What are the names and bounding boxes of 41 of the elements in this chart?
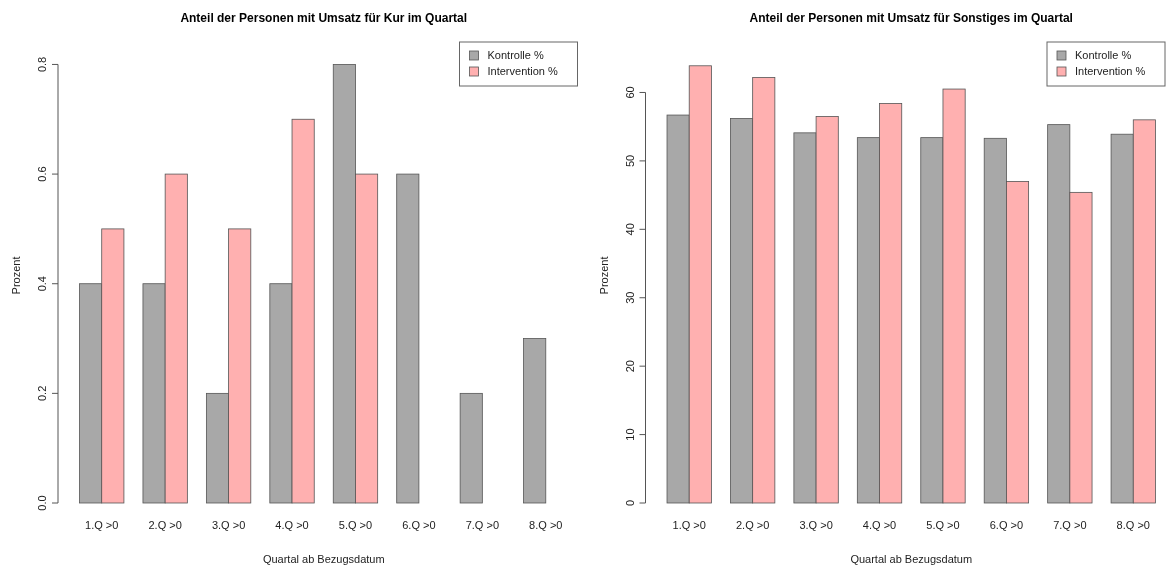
y-tick-label: 0.8 [36, 56, 48, 73]
legend-label: Intervention % [487, 65, 559, 77]
bar [459, 392, 483, 504]
y-tick-label: 60 [623, 86, 636, 99]
y-tick-label: 0 [623, 499, 636, 507]
legend-label: Intervention % [1075, 65, 1146, 77]
x-axis-title: Quartal ab Bezugsdatum [850, 553, 973, 565]
x-tick-label: 5.Q >0 [926, 519, 960, 531]
x-tick-label: 8.Q >0 [529, 519, 563, 531]
x-tick-label: 5.Q >0 [338, 519, 373, 531]
y-axis-title: Prozent [597, 256, 610, 295]
y-tick-label: 0.0 [36, 495, 48, 511]
bar [396, 173, 420, 504]
legend-label: Kontrolle % [487, 49, 544, 61]
y-tick-label: 30 [623, 291, 636, 304]
y-axis-title: Prozent [10, 256, 22, 295]
x-tick-label: 7.Q >0 [465, 519, 500, 531]
x-tick-label: 4.Q >0 [275, 519, 309, 531]
y-tick-label: 0.2 [36, 385, 48, 402]
x-tick-label: 4.Q >0 [862, 519, 897, 531]
x-tick-label: 1.Q >0 [85, 519, 119, 531]
y-tick-label: 40 [623, 223, 636, 236]
x-tick-label: 1.Q >0 [672, 519, 706, 531]
y-tick-label: 20 [623, 360, 636, 373]
y-tick-label: 0.4 [36, 276, 48, 292]
x-tick-label: 7.Q >0 [1053, 519, 1087, 531]
x-tick-label: 6.Q >0 [402, 519, 436, 531]
bar [523, 338, 547, 504]
x-axis-title: Quartal ab Bezugsdatum [262, 553, 385, 565]
y-tick-label: 50 [623, 154, 636, 168]
legend-label: Kontrolle % [1075, 49, 1132, 61]
y-tick-label: 0.6 [36, 166, 48, 182]
chart-title: Anteil der Personen mit Umsatz für Kur im Quartal [180, 11, 468, 25]
x-tick-label: 2.Q >0 [148, 519, 182, 531]
y-tick-label: 10 [623, 428, 636, 441]
x-tick-label: 6.Q >0 [989, 519, 1024, 531]
x-tick-label: 8.Q >0 [1116, 519, 1150, 531]
x-tick-label: 2.Q >0 [735, 519, 770, 531]
chart-title: Anteil der Personen mit Umsatz für Sonstiges im Quartal [749, 11, 1073, 25]
x-tick-label: 3.Q >0 [211, 519, 246, 531]
x-tick-label: 3.Q >0 [799, 519, 833, 531]
